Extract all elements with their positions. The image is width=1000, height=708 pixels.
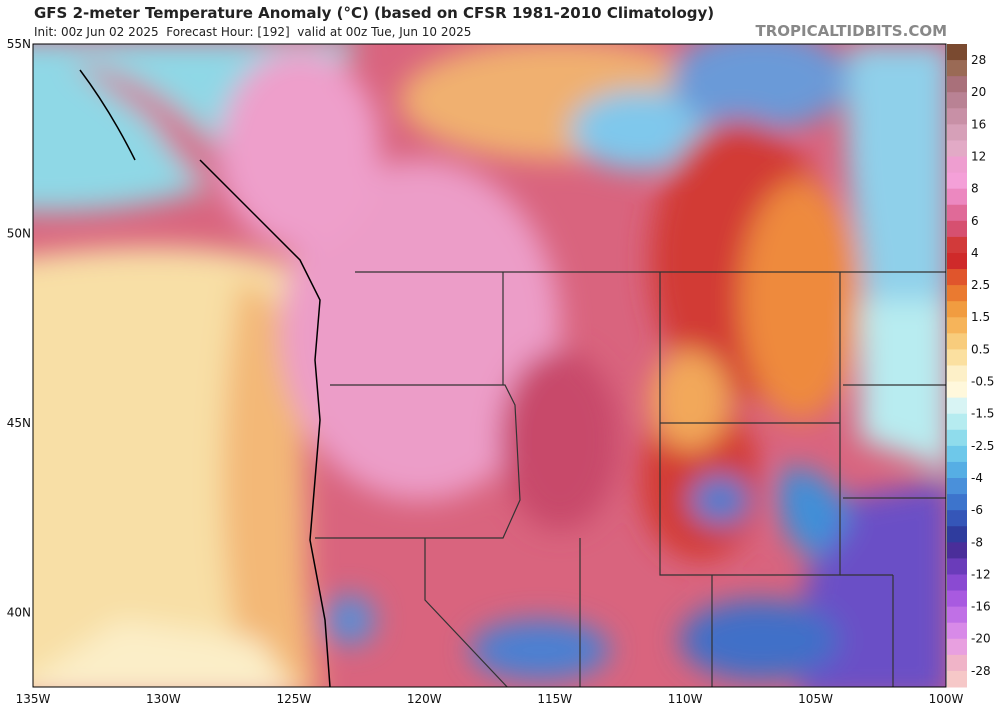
colorbar-swatch [947,542,967,559]
colorbar-swatch [947,301,967,318]
subtitle: Init: 00z Jun 02 2025 Forecast Hour: [19… [34,25,472,39]
colorbar-label: -2.5 [971,439,994,453]
colorbar-label: -8 [971,535,983,549]
colorbar-swatch [947,285,967,302]
colorbar-swatch [947,140,967,158]
colorbar-label: 16 [971,117,986,131]
colorbar-swatch [947,236,967,254]
colorbar-label: 0.5 [971,342,990,356]
colorbar-swatch [947,381,967,399]
colorbar-swatch [947,670,967,688]
colorbar-swatch [947,188,967,206]
colorbar-label: 8 [971,182,979,196]
colorbar-swatch [947,44,967,61]
colorbar-label: -4 [971,471,983,485]
colorbar-swatch [947,252,967,270]
longitude-label: 135W [16,692,51,706]
colorbar-label: 4 [971,246,979,260]
latitude-label: 45N [7,416,31,430]
colorbar-swatch [947,204,967,222]
anomaly-field [33,44,946,687]
colorbar-swatch [947,76,967,93]
longitude-label: 100W [929,692,964,706]
colorbar-swatch [947,445,967,463]
colorbar-swatch [947,108,967,125]
colorbar-label: 28 [971,53,986,67]
colorbar-swatch [947,92,967,109]
map-frame [32,43,947,688]
colorbar-label: -12 [971,567,991,581]
colorbar-swatch [947,333,967,350]
colorbar-label: 2.5 [971,278,990,292]
colorbar-label: -20 [971,632,991,646]
colorbar-label: 20 [971,85,986,99]
colorbar-label: -1.5 [971,407,994,421]
colorbar-swatch [947,365,967,383]
colorbar-swatch [947,590,967,608]
colorbar-swatch [947,478,967,495]
colorbar-swatch [947,558,967,575]
colorbar: 28 20 16 12 8 6 4 2.5 1.5 0.5 -0.5 -1.5 -2.5 -4 -6 -8 -1… [947,44,994,688]
title: GFS 2-meter Temperature Anomaly (°C) (ba… [34,4,715,22]
latitude-label: 50N [7,227,31,241]
colorbar-label: 12 [971,149,986,163]
colorbar-swatch [947,397,967,415]
colorbar-swatch [947,526,967,543]
latitude-label: 40N [7,606,31,620]
colorbar-label: -28 [971,664,991,678]
colorbar-swatch [947,429,967,447]
colorbar-swatch [947,60,967,77]
colorbar-swatch [947,494,967,511]
longitude-label: 110W [668,692,703,706]
colorbar-label: -16 [971,600,991,614]
colorbar-swatch [947,510,967,527]
colorbar-swatch [947,574,967,592]
colorbar-swatch [947,317,967,334]
colorbar-swatch [947,622,967,640]
colorbar-swatch [947,349,967,366]
colorbar-swatch [947,413,967,431]
latitude-label: 55N [7,37,31,51]
longitude-label: 130W [146,692,181,706]
colorbar-swatch [947,172,967,190]
longitude-label: 105W [798,692,833,706]
colorbar-swatch [947,638,967,656]
colorbar-swatch [947,461,967,479]
colorbar-swatch [947,606,967,624]
colorbar-label: -6 [971,503,983,517]
longitude-label: 115W [537,692,572,706]
longitude-label: 120W [407,692,442,706]
colorbar-swatch [947,220,967,238]
colorbar-label: -0.5 [971,375,994,389]
colorbar-swatch [947,269,967,286]
source: TROPICALTIDBITS.COM [755,22,948,40]
colorbar-label: 6 [971,214,979,228]
colorbar-label: 1.5 [971,310,990,324]
colorbar-swatch [947,156,967,174]
colorbar-swatch [947,124,967,141]
longitude-label: 125W [276,692,311,706]
colorbar-swatch [947,654,967,672]
